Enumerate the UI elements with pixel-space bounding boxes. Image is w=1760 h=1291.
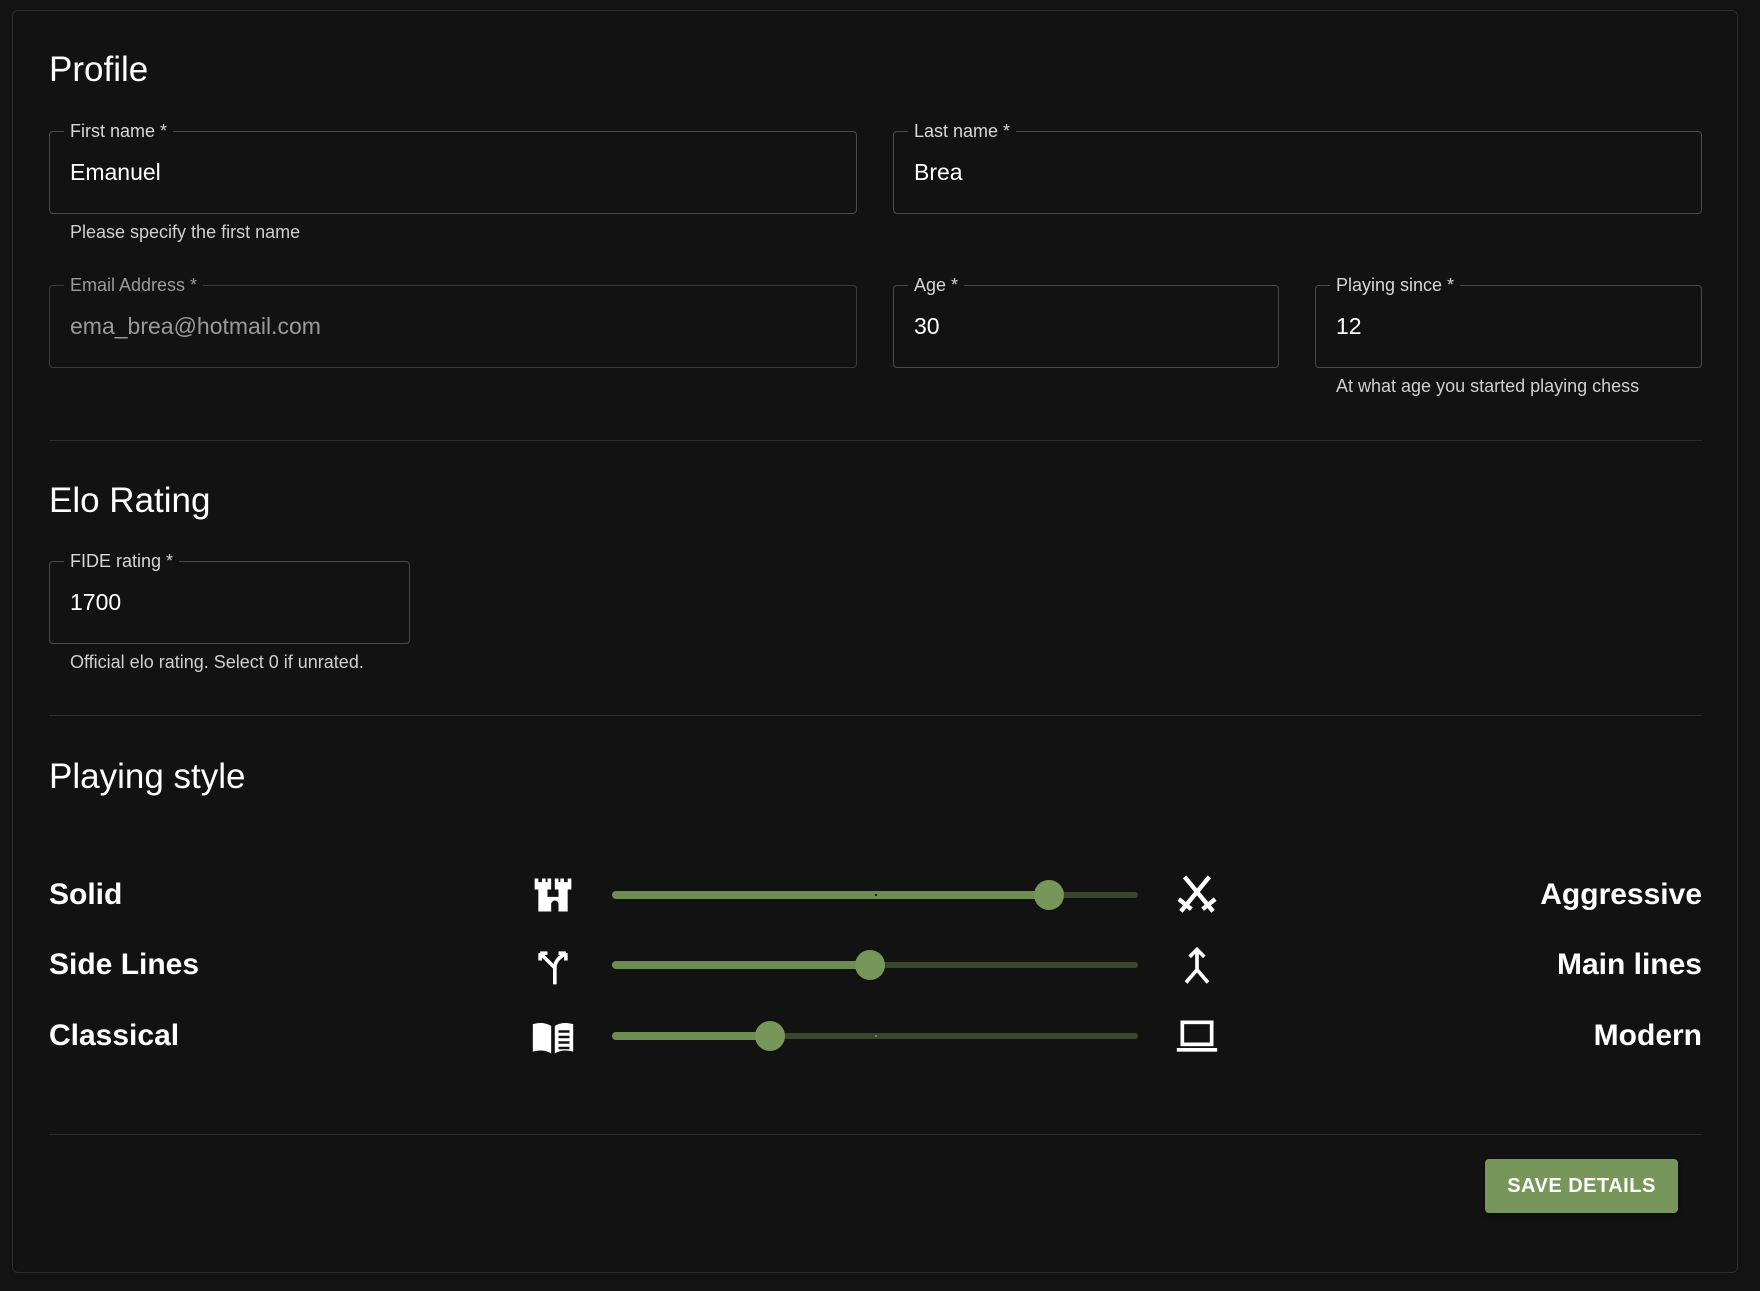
first-name-input[interactable]	[70, 132, 796, 213]
slider-left-label: Side Lines	[49, 948, 200, 981]
slider-thumb[interactable]	[754, 1021, 785, 1051]
classical-modern-slider[interactable]	[612, 1021, 1138, 1051]
slider-fill	[612, 891, 1049, 899]
divider	[49, 440, 1702, 441]
age-field[interactable]: Age *	[893, 274, 1279, 368]
first-name-field[interactable]: First name *	[49, 120, 857, 214]
slider-thumb[interactable]	[1033, 880, 1064, 910]
first-name-helper: Please specify the first name	[70, 222, 301, 242]
slider-mark	[875, 1035, 877, 1037]
slider-left-label: Solid	[49, 878, 123, 911]
profile-title: Profile	[49, 50, 149, 89]
slider-fill	[612, 961, 870, 969]
last-name-input[interactable]	[914, 132, 1641, 213]
playing-since-field[interactable]: Playing since *	[1315, 274, 1702, 368]
save-details-button[interactable]: SAVE DETAILS	[1485, 1159, 1678, 1213]
solid-aggressive-slider[interactable]	[612, 880, 1138, 910]
divider	[49, 715, 1702, 716]
email-field: Email Address *	[49, 274, 857, 368]
book-icon	[532, 1022, 574, 1054]
slider-fill	[612, 1032, 770, 1040]
castle-icon	[534, 878, 572, 912]
slider-left-label: Classical	[49, 1019, 180, 1052]
slider-right-label: Modern	[1593, 1019, 1702, 1052]
playing-style-title: Playing style	[49, 757, 246, 796]
slider-right-label: Aggressive	[1540, 878, 1702, 911]
merge-arrow-icon	[1184, 946, 1210, 984]
fide-rating-helper: Official elo rating. Select 0 if unrated…	[70, 652, 364, 672]
playing-since-input[interactable]	[1336, 286, 1683, 367]
fide-rating-input[interactable]	[70, 562, 394, 643]
playing-since-helper: At what age you started playing chess	[1336, 376, 1640, 396]
side-main-lines-slider[interactable]	[612, 950, 1138, 980]
crossed-swords-icon	[1177, 875, 1217, 913]
elo-title: Elo Rating	[49, 481, 211, 520]
divider	[49, 1134, 1702, 1135]
last-name-field[interactable]: Last name *	[893, 120, 1702, 214]
age-input[interactable]	[914, 286, 1260, 367]
slider-mark	[875, 894, 877, 896]
slider-thumb[interactable]	[854, 950, 885, 980]
slider-right-label: Main lines	[1556, 948, 1702, 981]
fide-rating-field[interactable]: FIDE rating *	[49, 550, 410, 644]
split-arrows-icon	[538, 951, 568, 985]
laptop-icon	[1176, 1020, 1218, 1052]
email-input	[70, 286, 796, 367]
